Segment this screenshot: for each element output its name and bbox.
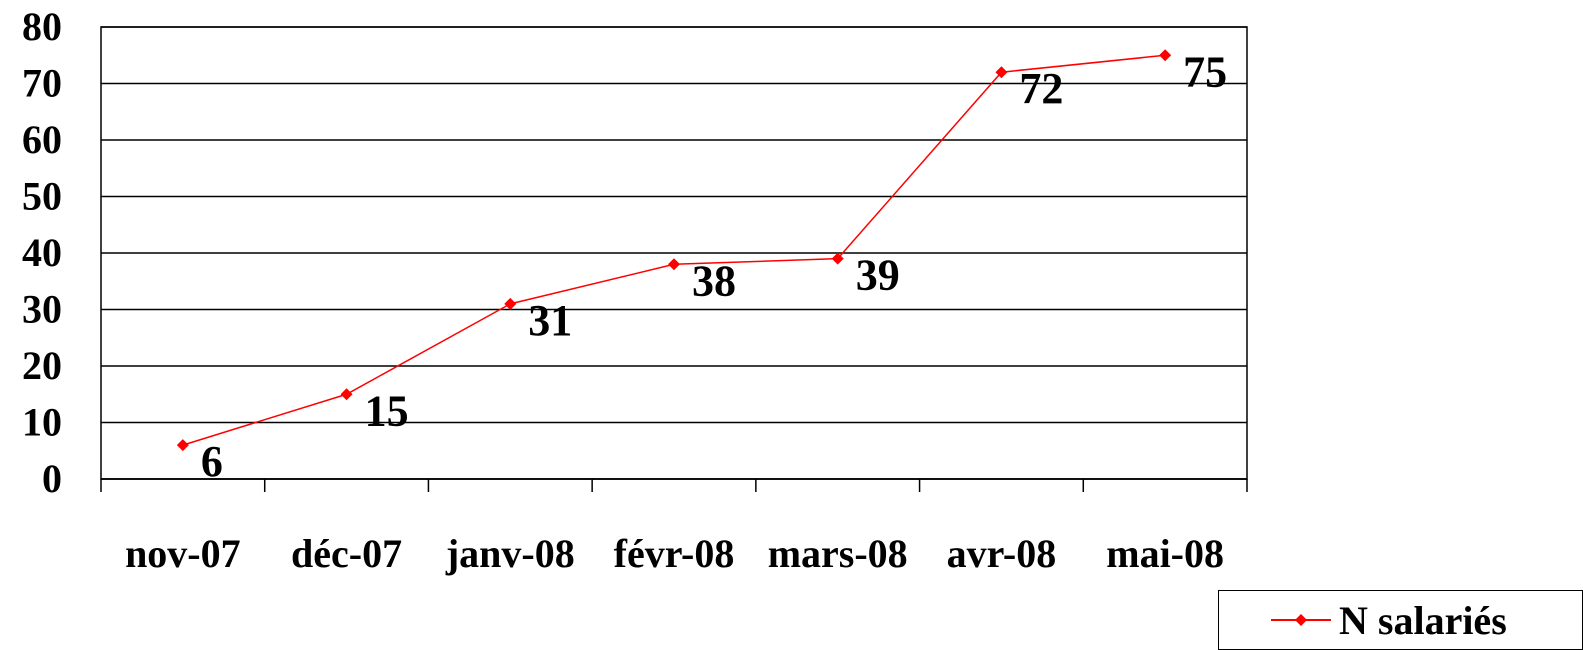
x-category-label: janv-08 <box>445 531 575 576</box>
data-value-label: 39 <box>856 251 900 300</box>
legend-label: N salariés <box>1339 597 1507 643</box>
data-value-label: 38 <box>692 256 736 305</box>
y-tick-labels: 0 10 20 30 40 50 60 70 80 <box>22 4 62 501</box>
y-tick-label: 70 <box>22 61 62 106</box>
data-point-marker <box>668 258 680 271</box>
data-point-marker <box>831 252 844 265</box>
y-tick-label: 80 <box>22 4 62 49</box>
x-category-label: déc-07 <box>291 531 402 576</box>
x-category-labels: nov-07 déc-07 janv-08 févr-08 mars-08 avr-08 m… <box>125 531 1224 576</box>
data-value-label: 15 <box>365 386 409 435</box>
y-tick-label: 10 <box>22 400 62 445</box>
series-line-path <box>182 54 1166 446</box>
data-value-label: 72 <box>1019 64 1063 113</box>
legend-line-marker-icon <box>1271 614 1331 626</box>
y-tick-label: 40 <box>22 230 62 275</box>
series-line <box>182 54 1166 446</box>
y-tick-label: 0 <box>42 456 62 501</box>
data-point-marker <box>176 439 189 452</box>
x-category-label: févr-08 <box>614 531 735 576</box>
data-point-marker <box>995 66 1008 79</box>
data-point-marker <box>340 388 353 401</box>
y-tick-label: 30 <box>22 287 62 332</box>
y-tick-label: 20 <box>22 343 62 388</box>
data-value-label: 6 <box>201 437 223 486</box>
axes <box>100 478 1248 492</box>
data-value-label: 75 <box>1183 47 1227 96</box>
gridlines <box>100 26 1248 480</box>
data-markers <box>176 49 1172 452</box>
data-value-label: 31 <box>528 296 572 345</box>
x-category-label: mars-08 <box>768 531 908 576</box>
y-tick-label: 50 <box>22 174 62 219</box>
x-category-label: nov-07 <box>125 531 241 576</box>
x-category-label: avr-08 <box>947 531 1057 576</box>
data-point-marker <box>1159 49 1172 62</box>
legend: N salariés <box>1218 590 1583 650</box>
data-labels: 6 15 31 38 39 72 75 <box>201 47 1227 486</box>
data-point-marker <box>504 297 517 310</box>
y-tick-label: 60 <box>22 117 62 162</box>
x-category-label: mai-08 <box>1106 531 1224 576</box>
